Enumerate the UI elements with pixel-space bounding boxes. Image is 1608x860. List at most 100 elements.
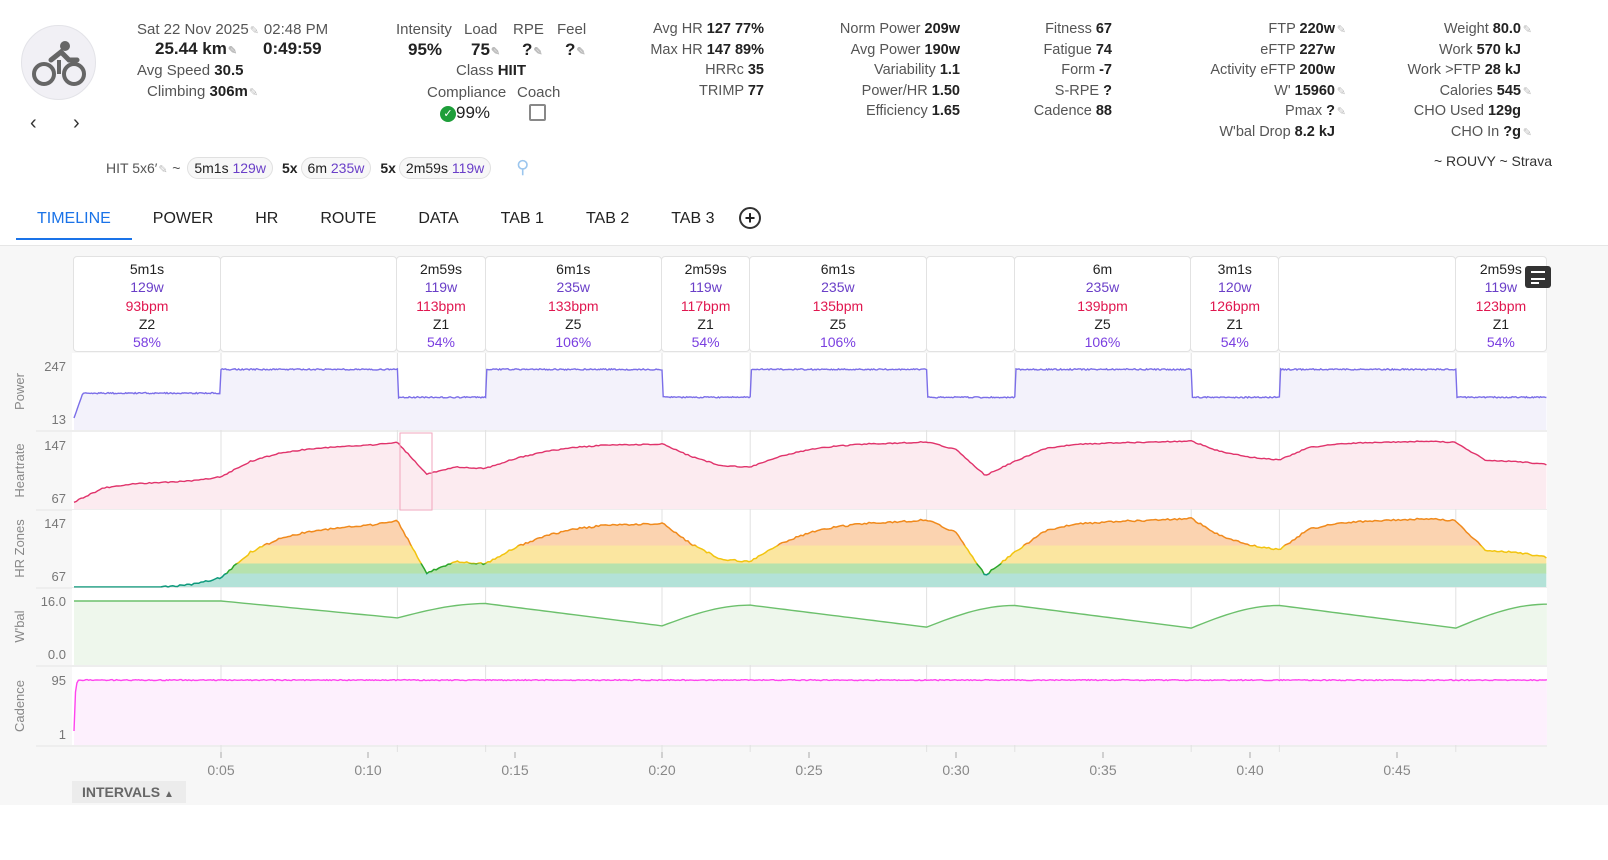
rpe-label: RPE <box>513 21 544 38</box>
comment-icon[interactable] <box>1525 266 1551 288</box>
interval-watts: 235w <box>1085 279 1120 296</box>
climbing-label: Climbing <box>147 83 206 100</box>
interval-header[interactable] <box>925 256 1015 352</box>
stat-label: W'bal Drop <box>1219 123 1291 140</box>
activity-type-avatar <box>21 25 96 100</box>
interval-header[interactable]: 6m1s 235w 133bpm Z5 106% <box>484 256 662 352</box>
interval-header[interactable]: 2m59s 119w 113bpm Z1 54% <box>396 256 486 352</box>
stat-value: 1.65 <box>931 103 960 119</box>
stat-label: Max HR <box>650 41 703 58</box>
tab-tab-3[interactable]: TAB 3 <box>671 210 715 227</box>
power-line <box>73 367 1547 419</box>
rpe-value: ? <box>522 40 533 59</box>
edit-icon[interactable]: ✎ <box>1522 85 1532 98</box>
interval-zone: Z1 <box>1492 315 1510 332</box>
interval-header[interactable]: 6m 235w 139bpm Z5 106% <box>1013 256 1192 352</box>
stat-label: Work >FTP <box>1407 62 1481 78</box>
workout-step-pill[interactable]: 5m1s 129w <box>187 157 273 179</box>
edit-icon[interactable]: ✎ <box>576 46 586 58</box>
workout-step-pill[interactable]: 6m 235w <box>300 157 372 179</box>
intervals-toggle-button[interactable]: INTERVALS ▲ <box>72 781 186 803</box>
edit-icon[interactable]: ✎ <box>1336 106 1346 118</box>
interval-header[interactable]: 6m1s 235w 135bpm Z5 106% <box>749 256 927 352</box>
workout-step-pill[interactable]: 2m59s 119w <box>398 157 492 179</box>
stat-row[interactable]: CHO In ?g ✎ <box>1407 122 1532 143</box>
hr-zone-band <box>263 517 1481 546</box>
cadence-area <box>74 679 1547 745</box>
edit-icon[interactable]: ✎ <box>227 45 238 57</box>
edit-icon[interactable]: ✎ <box>1522 24 1532 36</box>
timeline-chart[interactable]: 247 13 Power 147 67 Heartrate 147 67 HR Zones 16.… <box>0 245 1608 805</box>
axis-tick-label: 1 <box>59 727 66 742</box>
distance-value: 25.44 km <box>155 39 227 58</box>
tab-power[interactable]: POWER <box>152 210 214 227</box>
stat-row[interactable]: W' 15960 ✎ <box>1210 81 1346 102</box>
stat-value: 209w <box>924 21 960 37</box>
edit-icon[interactable]: ✎ <box>533 46 543 58</box>
load[interactable]: 75✎ <box>471 40 501 60</box>
stat-row[interactable]: Calories 545 ✎ <box>1407 81 1532 102</box>
next-activity-button[interactable]: › <box>73 112 80 134</box>
stat-value: 35 <box>747 62 764 78</box>
edit-icon[interactable]: ✎ <box>1336 24 1346 36</box>
stat-label: S-RPE <box>1054 82 1100 99</box>
stat-row[interactable]: FTP 220w ✎ <box>1210 19 1346 40</box>
axis-tick-label: 147 <box>44 516 66 531</box>
tab-tab-1[interactable]: TAB 1 <box>500 210 544 227</box>
interval-zone: Z2 <box>138 315 156 332</box>
edit-icon[interactable]: ✎ <box>248 87 259 99</box>
panel-axis-title: Cadence <box>12 680 27 732</box>
hr-zone-band <box>237 545 1547 564</box>
stat-value: 545 <box>1496 82 1521 99</box>
hr-zone-band <box>226 563 1547 574</box>
hr-stats: Avg HR 127 77% Max HR 147 89% HRRc 35 TRIMP… <box>650 19 775 101</box>
interval-header[interactable] <box>220 256 398 352</box>
search-icon[interactable]: ⚲ <box>516 157 530 177</box>
source-links[interactable]: ~ ROUVY ~ Strava <box>1433 153 1552 169</box>
stat-value: 129g <box>1487 103 1521 119</box>
coach-checkbox[interactable] <box>529 104 546 121</box>
interval-zone: Z5 <box>565 315 582 332</box>
tab-tab-2[interactable]: TAB 2 <box>585 210 630 227</box>
distance[interactable]: 25.44 km✎ <box>155 39 238 59</box>
stat-row: TRIMP 77 <box>650 81 775 102</box>
interval-duration: 6m1s <box>556 261 591 277</box>
avg-speed-value: 30.5 <box>214 62 244 79</box>
interval-hr: 117bpm <box>680 297 731 314</box>
tab-data[interactable]: DATA <box>418 210 459 227</box>
edit-icon[interactable]: ✎ <box>249 25 259 37</box>
stat-row[interactable]: Weight 80.0 ✎ <box>1407 19 1532 40</box>
previous-activity-button[interactable]: ‹ <box>30 112 37 134</box>
edit-icon[interactable]: ✎ <box>158 164 168 176</box>
intervals-label: INTERVALS <box>82 784 161 800</box>
interval-header[interactable]: 5m1s 129w 93bpm Z2 58% <box>73 256 221 352</box>
interval-header[interactable]: 2m59s 119w 117bpm Z1 54% <box>661 256 751 352</box>
stat-value: 1.50 <box>931 82 960 99</box>
interval-header[interactable] <box>1278 256 1456 352</box>
feel[interactable]: ?✎ <box>565 40 586 60</box>
tab-hr[interactable]: HR <box>255 210 279 227</box>
edit-icon[interactable]: ✎ <box>490 46 501 58</box>
stat-row: Fitness 67 <box>1034 19 1123 40</box>
compliance-value: 99% <box>456 103 491 122</box>
stat-row: Work >FTP 28 kJ <box>1407 60 1532 81</box>
stat-row: Cadence 88 <box>1034 101 1123 122</box>
edit-icon[interactable]: ✎ <box>1336 85 1346 98</box>
ftp-stats: FTP 220w ✎ eFTP 227w Activity eFTP 200w W' 1… <box>1210 19 1346 142</box>
interval-watts: 235w <box>821 279 855 296</box>
interval-hr: 135bpm <box>812 297 864 314</box>
add-tab-icon[interactable]: + <box>739 207 761 229</box>
rpe[interactable]: ?✎ <box>522 40 543 60</box>
edit-icon[interactable]: ✎ <box>1522 126 1532 139</box>
stat-row: Work 570 kJ <box>1407 40 1532 61</box>
stat-label: Variability <box>874 62 936 78</box>
stat-value: 227w <box>1299 41 1335 58</box>
intensity-label: Intensity <box>396 21 452 38</box>
tab-route[interactable]: ROUTE <box>320 210 377 227</box>
stat-label: CHO In <box>1450 123 1500 140</box>
stat-row[interactable]: Pmax ? ✎ <box>1210 101 1346 122</box>
interval-header[interactable]: 3m1s 120w 126bpm Z1 54% <box>1190 256 1280 352</box>
activity-datetime[interactable]: Sat 22 Nov 2025✎ 02:48 PM <box>137 21 328 38</box>
axis-tick-label: 0.0 <box>48 647 66 662</box>
tab-timeline[interactable]: TIMELINE <box>16 200 132 240</box>
